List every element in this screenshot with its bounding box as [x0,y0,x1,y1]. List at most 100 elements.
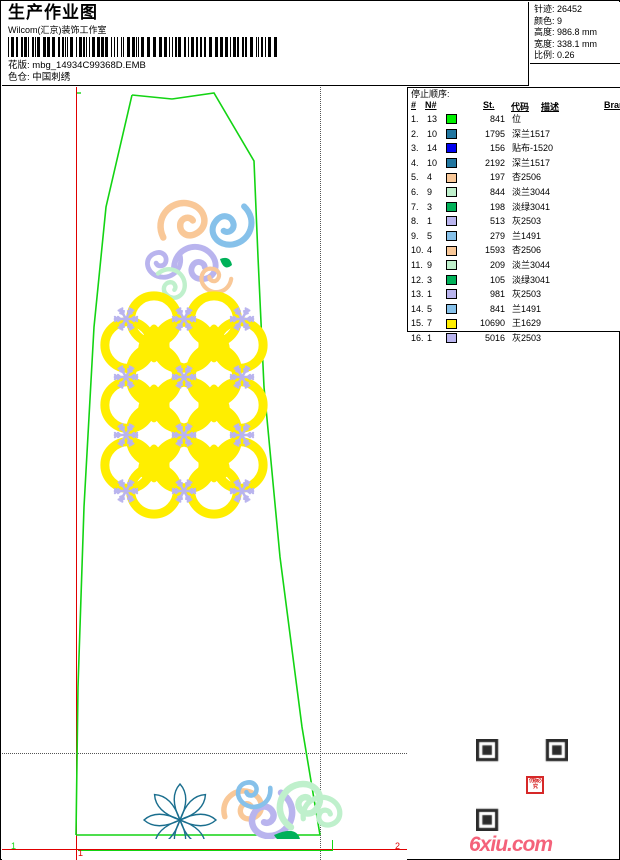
table-row[interactable]: 11. 9 209 淡兰3044 [408,258,620,273]
row-needle-number: 10 [427,157,438,168]
row-needle-number: 4 [427,245,433,256]
stop-sequence-rows: 1. 13 841 位 2. 10 1795 深兰1517 3. 14 156 贴布-1520 4. 10… [408,112,620,346]
document-header: 生产作业图 Wilcom(汇京)装饰工作室 花版: mbg_14934C9936… [2,2,529,86]
color-swatch [446,143,457,154]
row-index: 4. [411,157,419,168]
table-row[interactable]: 6. 9 844 淡兰3044 [408,185,620,200]
row-index: 3. [411,143,419,154]
row-description: 深兰1517 [512,157,551,168]
watermark-area: 仿版必究 6xiu.com [463,739,598,856]
row-description: 兰1491 [512,230,542,241]
row-index: 9. [411,230,419,241]
table-row[interactable]: 14. 5 841 兰1491 [408,302,620,317]
row-stitch-count: 279 [489,230,505,241]
ruler-extent-end-marker [332,840,333,851]
row-description: 淡兰3044 [512,259,551,270]
ruler-extent-green [78,850,333,851]
table-row[interactable]: 4. 10 2192 深兰1517 [408,156,620,171]
embroidery-artwork [75,92,343,860]
row-needle-number: 7 [427,318,433,329]
row-description: 灰2503 [512,332,542,343]
row-needle-number: 3 [427,201,433,212]
row-index: 2. [411,128,419,139]
table-row[interactable]: 13. 1 981 灰2503 [408,287,620,302]
table-row[interactable]: 10. 4 1593 杏2506 [408,243,620,258]
ruler-origin-marker [76,839,77,860]
stat-height-value: 986.8 mm [557,27,598,38]
row-description: 位 [512,114,522,124]
table-row[interactable]: 1. 13 841 位 [408,112,620,127]
row-needle-number: 13 [427,114,438,124]
design-file-label: 花版: [8,60,30,71]
row-needle-number: 14 [427,143,438,154]
table-row[interactable]: 5. 4 197 杏2506 [408,170,620,185]
stop-sequence-header-row: # N# St. 代码 描述 Brand 元素 [408,100,620,112]
ruler-tick-origin: 1 [78,848,84,858]
color-swatch [446,304,457,315]
row-index: 11. [411,259,423,270]
row-index: 7. [411,201,419,212]
seal-stamp-icon: 仿版必究 [526,776,544,794]
row-needle-number: 9 [427,259,433,270]
column-header-description: 描述 [541,102,560,112]
color-swatch [446,260,457,271]
site-watermark-text: 6xiu.com [469,833,553,856]
row-stitch-count: 105 [489,274,505,285]
stat-height: 高度: 986.8 mm [534,27,620,39]
color-scheme-row: 色仓: 中国刺绣 [8,72,70,84]
row-description: 深兰1517 [512,128,551,139]
stat-colors-label: 颜色: [534,15,555,26]
row-needle-number: 1 [427,289,433,300]
color-swatch [446,231,457,242]
design-file-value: mbg_14934C99368D.EMB [32,60,146,71]
stat-colors: 颜色: 9 [534,16,620,28]
row-index: 5. [411,172,419,183]
table-row[interactable]: 8. 1 513 灰2503 [408,214,620,229]
table-row[interactable]: 15. 7 10690 王1629 [408,316,620,331]
bottom-ruler: 1 1 2 [2,839,407,860]
row-needle-number: 5 [427,303,433,314]
column-header-stitches: St. [483,100,495,110]
color-swatch [446,289,457,300]
color-swatch [446,216,457,227]
row-index: 12. [411,274,424,285]
table-row[interactable]: 3. 14 156 贴布-1520 [408,141,620,156]
row-description: 淡兰3044 [512,186,551,197]
row-needle-number: 4 [427,172,433,183]
ruler-tick-end: 2 [395,841,401,851]
stat-scale-value: 0.26 [557,50,575,61]
row-description: 灰2503 [512,289,542,300]
table-row[interactable]: 7. 3 198 淡绿3041 [408,200,620,215]
stat-colors-value: 9 [557,15,563,26]
row-stitch-count: 156 [489,143,505,154]
row-stitch-count: 5016 [484,332,505,343]
qr-code: 仿版必究 [476,739,568,831]
row-stitch-count: 844 [489,186,505,197]
row-description: 杏2506 [512,172,542,183]
color-scheme-value: 中国刺绣 [32,72,71,83]
table-row[interactable]: 12. 3 105 淡绿3041 [408,273,620,288]
row-stitch-count: 197 [489,172,505,183]
row-index: 13. [411,289,424,300]
row-stitch-count: 841 [489,114,505,124]
stat-scale-label: 比例: [534,50,555,61]
stat-width-value: 338.1 mm [557,38,598,49]
table-row[interactable]: 2. 10 1795 深兰1517 [408,127,620,142]
table-row[interactable]: 16. 1 5016 灰2503 [408,331,620,346]
table-row[interactable]: 9. 5 279 兰1491 [408,229,620,244]
color-scheme-label: 色仓: [8,72,30,83]
row-description: 贴布-1520 [512,143,554,154]
color-swatch [446,187,457,198]
row-description: 王1629 [512,318,542,329]
guide-line-dotted-horizontal [2,753,407,754]
right-spacer [530,64,620,87]
guide-line-dotted-vertical [320,87,321,860]
ruler-tick-start: 1 [11,841,17,851]
row-description: 淡绿3041 [512,274,551,285]
design-file-row: 花版: mbg_14934C99368D.EMB [8,60,146,72]
row-needle-number: 3 [427,274,433,285]
design-canvas [2,87,407,860]
stat-scale: 比例: 0.26 [534,50,620,62]
column-header-brand: Brand [604,100,620,110]
stop-sequence-panel: 停止顺序: # N# St. 代码 描述 Brand 元素 1.13841位2.… [407,87,620,344]
